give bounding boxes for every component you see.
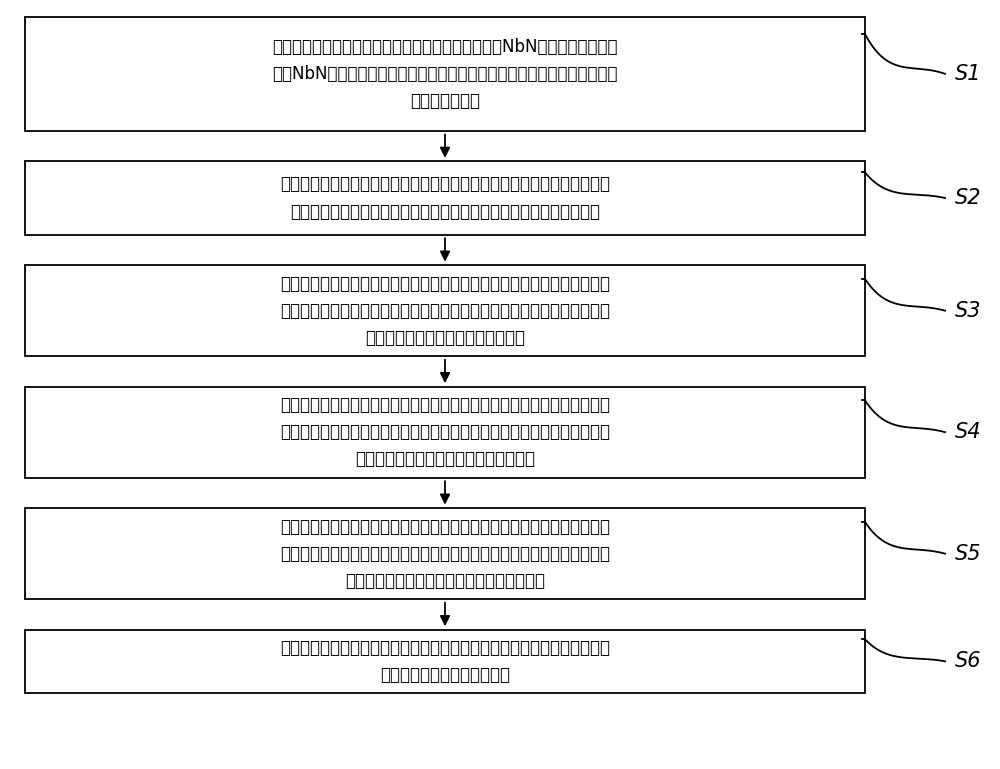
Text: 提供一衬底，并于所述衬底上形成自下而上依次包括NbN底层膜、金属势垒
层及NbN顶层膜的功能材料层，其中，所述衬底包括基底层及位于所述基底
层上的缓冲层；: 提供一衬底，并于所述衬底上形成自下而上依次包括NbN底层膜、金属势垒 层及NbN… [272,38,618,110]
FancyBboxPatch shape [25,161,865,235]
Text: S4: S4 [955,422,982,442]
Text: 刻蚀所述功能材料层以形成包括底电极、结势垒层及顶电极的功能层，并于
形成覆盖所述功能层的显露表面及所述缓冲层的上表面的第一隔离层；: 刻蚀所述功能材料层以形成包括底电极、结势垒层及顶电极的功能层，并于 形成覆盖所述… [280,175,610,221]
Text: 于所述第二隔离层中形成底部显露出所述第一配线部的第一通孔及底部显露
出所述第二配线部的第二通孔，并形成覆盖所述第二隔离层的上表面及填充
所述第一通孔和所述第二通: 于所述第二隔离层中形成底部显露出所述第一配线部的第一通孔及底部显露 出所述第二配… [280,518,610,590]
Text: S5: S5 [955,544,982,564]
FancyBboxPatch shape [25,508,865,599]
Text: 刻蚀所述接地材料层以形成填充所述第一通孔的第一接地材料层及填充所述
第二通孔的第二接地材料层。: 刻蚀所述接地材料层以形成填充所述第一通孔的第一接地材料层及填充所述 第二通孔的第… [280,639,610,684]
Text: 于所述第一隔离层中形成底部显露所述顶电极的第一接触孔及底部显露所述
底电极的第二接触孔，并形成覆盖所述第一隔离层的上表面及填充所述第一
接触孔与所述第二接触孔的: 于所述第一隔离层中形成底部显露所述顶电极的第一接触孔及底部显露所述 底电极的第二… [280,275,610,347]
FancyBboxPatch shape [25,387,865,478]
Text: S1: S1 [955,64,982,84]
FancyBboxPatch shape [25,265,865,356]
Text: S6: S6 [955,651,982,671]
Text: S3: S3 [955,301,982,321]
Text: 刻蚀所述配线层以形成填充所述第一接触孔的第一配线部及填充所述第二接
触孔的第二配线部，并于所述第一配线部与所述第二配线部的显露表面及所
述第一隔离层的上表面形成: 刻蚀所述配线层以形成填充所述第一接触孔的第一配线部及填充所述第二接 触孔的第二配… [280,396,610,468]
FancyBboxPatch shape [25,630,865,693]
FancyBboxPatch shape [25,17,865,131]
Text: S2: S2 [955,188,982,208]
